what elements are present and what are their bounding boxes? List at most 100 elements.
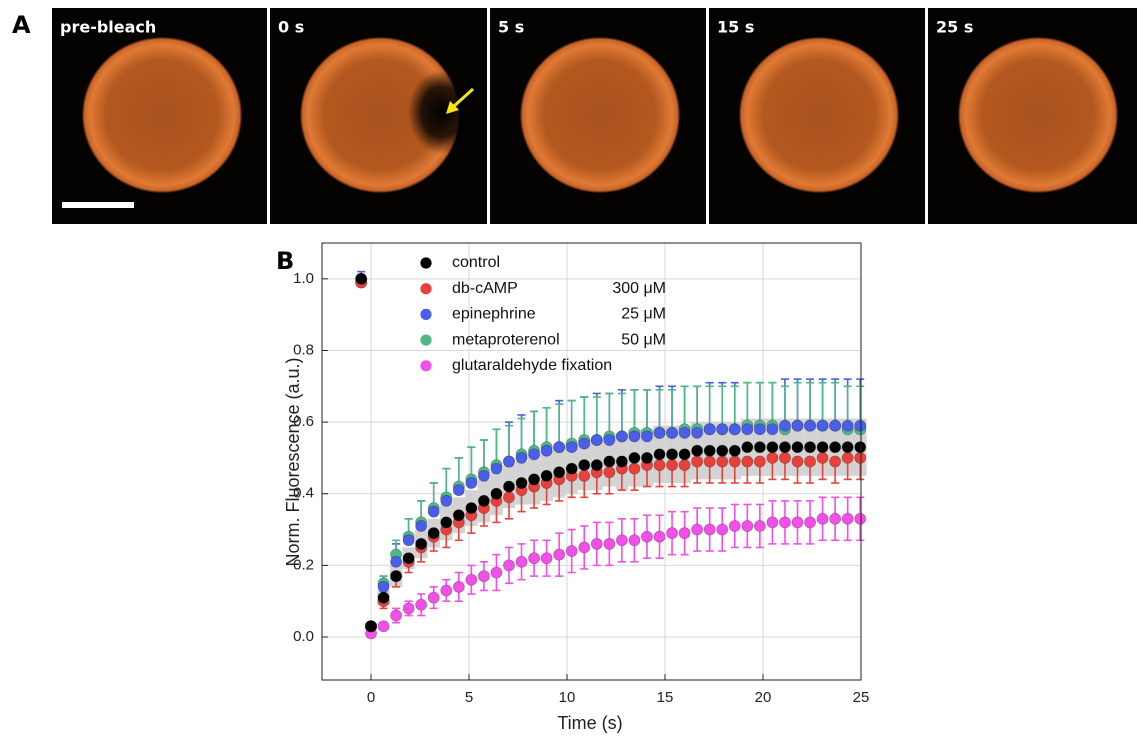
data-point: [440, 584, 453, 597]
data-point: [628, 430, 641, 443]
data-point: [703, 455, 716, 468]
data-point: [427, 527, 440, 540]
data-point: [515, 476, 528, 489]
data-point: [678, 448, 691, 461]
data-point: [804, 516, 817, 529]
data-point: [766, 423, 779, 436]
arrow-head: [446, 101, 459, 114]
data-point: [502, 480, 515, 493]
data-point: [716, 523, 729, 536]
data-point: [678, 459, 691, 472]
data-point: [390, 609, 403, 622]
error-bar: [718, 385, 727, 430]
x-tick-label: 5: [465, 689, 473, 706]
error-bar: [806, 381, 815, 426]
error-bar: [492, 428, 501, 466]
data-point: [753, 441, 766, 454]
data-point: [716, 455, 729, 468]
data-point: [791, 419, 804, 432]
data-point: [590, 459, 603, 472]
legend-dose: 300 μM: [612, 280, 666, 297]
data-point: [565, 441, 578, 454]
error-bar: [743, 381, 752, 426]
data-point: [528, 473, 541, 486]
data-point: [553, 548, 566, 561]
bleach-spot: [408, 70, 476, 154]
error-bar: [730, 385, 739, 430]
data-point: [841, 441, 854, 454]
data-point: [640, 451, 653, 464]
legend-marker: [420, 360, 432, 372]
data-point: [615, 534, 628, 547]
data-point: [490, 566, 503, 579]
data-point: [829, 512, 842, 525]
data-point: [804, 419, 817, 432]
data-point: [716, 444, 729, 457]
data-point: [741, 519, 754, 532]
data-point: [390, 570, 403, 583]
data-point: [829, 441, 842, 454]
data-point: [502, 559, 515, 572]
cell: [958, 37, 1118, 193]
data-point: [816, 512, 829, 525]
data-point: [753, 423, 766, 436]
data-point: [691, 455, 704, 468]
error-bar: [580, 396, 589, 441]
data-point: [377, 620, 390, 633]
data-point: [578, 541, 591, 554]
data-point: [452, 580, 465, 593]
data-point: [502, 491, 515, 504]
frame-divider: [707, 8, 709, 224]
data-point: [854, 441, 867, 454]
data-point: [578, 469, 591, 482]
data-point: [741, 455, 754, 468]
data-point: [515, 555, 528, 568]
error-bar: [542, 406, 551, 448]
error-bar: [680, 385, 689, 430]
data-point: [829, 419, 842, 432]
data-point: [741, 423, 754, 436]
data-point: [565, 462, 578, 475]
data-point: [528, 448, 541, 461]
data-point: [440, 494, 453, 507]
legend-marker: [420, 257, 432, 269]
data-point: [666, 527, 679, 540]
data-point: [653, 426, 666, 439]
x-tick-label: 20: [755, 689, 772, 706]
data-point: [778, 441, 791, 454]
data-point: [590, 434, 603, 447]
legend-label: control: [452, 254, 500, 271]
plot: 0 5 10 15 20 25 0.0 0.2 0.4 0.6 0.8 1.0 control db-cA…: [293, 242, 869, 706]
error-bar: [755, 381, 764, 426]
error-bar: [768, 381, 777, 426]
data-point: [490, 487, 503, 500]
y-tick-label: 0.0: [293, 628, 314, 645]
data-point: [390, 555, 403, 568]
data-point: [427, 591, 440, 604]
data-point: [728, 519, 741, 532]
legend-label: metaproterenol: [452, 331, 560, 348]
legend-label: glutaraldehyde fixation: [452, 357, 612, 374]
frame-label: 0 s: [278, 18, 304, 37]
data-point: [791, 516, 804, 529]
data-point: [615, 455, 628, 468]
data-point: [603, 455, 616, 468]
y-tick-label: 0.2: [293, 556, 314, 573]
error-bar: [655, 389, 664, 433]
data-point: [477, 494, 490, 507]
legend-label: epinephrine: [452, 306, 536, 323]
x-tick-label: 15: [657, 689, 674, 706]
x-tick-label: 10: [559, 689, 576, 706]
x-axis-label: Time (s): [557, 713, 622, 733]
data-point: [477, 570, 490, 583]
data-point: [804, 455, 817, 468]
error-bar: [567, 399, 576, 444]
data-point: [465, 573, 478, 586]
y-tick-label: 1.0: [293, 270, 314, 287]
y-tick-label: 0.4: [293, 485, 314, 502]
data-point: [355, 272, 368, 285]
data-point: [603, 434, 616, 447]
plot-frame: [321, 242, 862, 681]
data-point: [766, 441, 779, 454]
